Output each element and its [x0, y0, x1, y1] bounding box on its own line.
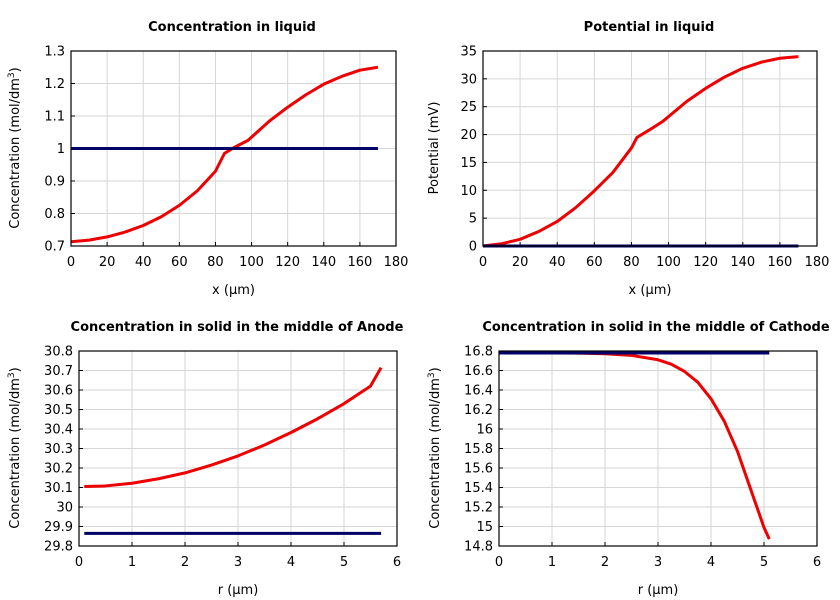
x-tick-label: 100 — [239, 255, 264, 270]
chart-title: Concentration in solid in the middle of … — [71, 320, 404, 335]
y-tick-label: 30 — [460, 72, 477, 87]
y-tick-label: 15.2 — [464, 501, 493, 516]
y-tick-label: 15 — [460, 156, 477, 171]
x-axis-label: x (µm) — [212, 283, 255, 298]
x-tick-label: 6 — [813, 555, 821, 570]
x-tick-label: 60 — [171, 255, 188, 270]
y-tick-label: 30.8 — [44, 345, 73, 360]
y-tick-label: 29.9 — [44, 520, 73, 535]
y-tick-label: 16.2 — [464, 403, 493, 418]
x-tick-label: 40 — [135, 255, 152, 270]
x-tick-label: 120 — [275, 255, 300, 270]
y-tick-label: 14.8 — [464, 540, 493, 555]
x-tick-label: 40 — [549, 255, 566, 270]
y-tick-label: 15.4 — [464, 481, 493, 496]
plot-frame — [70, 50, 397, 247]
y-axis-label: Potential (mV) — [427, 102, 442, 195]
y-tick-label: 16.6 — [464, 364, 493, 379]
y-tick-label: 0 — [469, 240, 477, 255]
y-tick-label: 30.6 — [44, 384, 73, 399]
chart-panel-4: 0 1 2 3 4 5 6 14.8 15 15.2 15.4 15.6 15.8 16 16.2 16.4 1… — [427, 320, 830, 598]
x-tick-label: 140 — [311, 255, 336, 270]
x-tick-label: 1 — [548, 555, 556, 570]
y-tick-label: 16.8 — [464, 345, 493, 360]
x-tick-label: 160 — [347, 255, 372, 270]
x-axis-label: x (µm) — [629, 283, 672, 298]
x-axis-label: r (µm) — [638, 583, 679, 598]
chart-title: Potential in liquid — [584, 20, 715, 35]
x-tick-label: 60 — [586, 255, 603, 270]
x-tick-label: 1 — [128, 555, 136, 570]
y-tick-label: 1.2 — [44, 77, 65, 92]
x-tick-label: 100 — [656, 255, 681, 270]
y-tick-label: 10 — [460, 184, 477, 199]
x-tick-label: 120 — [693, 255, 718, 270]
y-tick-label: 30.3 — [44, 442, 73, 457]
y-tick-label: 5 — [469, 212, 477, 227]
y-tick-label: 30 — [56, 501, 73, 516]
y-axis-label: Concentration (mol/dm3) — [7, 67, 23, 229]
series-line-1 — [70, 65, 379, 244]
y-tick-label: 16.4 — [464, 384, 493, 399]
x-tick-label: 2 — [601, 555, 609, 570]
x-tick-label: 0 — [495, 555, 503, 570]
x-axis-label: r (µm) — [218, 583, 259, 598]
chart-panel-1: 0 20 40 60 80 100 120 140 160 180 0.7 0.8 0.9 1 1.1 1.2… — [7, 20, 408, 298]
y-tick-label: 30.1 — [44, 481, 73, 496]
y-tick-label: 30.4 — [44, 423, 73, 438]
x-tick-label: 3 — [234, 555, 242, 570]
x-tick-label: 5 — [760, 555, 768, 570]
x-tick-label: 6 — [393, 555, 401, 570]
series-line-1 — [482, 55, 799, 248]
series-line-1 — [499, 351, 771, 540]
y-axis-label: Concentration (mol/dm3) — [427, 367, 443, 529]
x-tick-label: 80 — [207, 255, 224, 270]
y-tick-label: 0.7 — [44, 240, 65, 255]
y-tick-label: 30.7 — [44, 364, 73, 379]
plot-frame — [498, 350, 818, 547]
y-tick-label: 30.2 — [44, 462, 73, 477]
plot-frame — [482, 50, 818, 247]
chart-title: Concentration in liquid — [148, 20, 316, 35]
x-tick-label: 0 — [75, 555, 83, 570]
y-axis-label: Concentration (mol/dm3) — [7, 367, 23, 529]
x-tick-label: 80 — [623, 255, 640, 270]
chart-title: Concentration in solid in the middle of … — [482, 320, 830, 335]
chart-panel-2: 0 20 40 60 80 100 120 140 160 180 0 5 10 15 20 25 30 35 Po… — [427, 20, 829, 298]
x-tick-label: 180 — [805, 255, 830, 270]
y-tick-label: 15.6 — [464, 462, 493, 477]
y-tick-label: 30.5 — [44, 403, 73, 418]
x-tick-label: 160 — [767, 255, 792, 270]
chart-panel-3: 0 1 2 3 4 5 6 29.8 29.9 30 30.1 30.2 30.3 30.4 30.5 30.… — [7, 320, 404, 598]
y-tick-label: 1.3 — [44, 45, 65, 60]
y-tick-label: 15 — [476, 520, 493, 535]
x-tick-label: 0 — [479, 255, 487, 270]
y-tick-label: 0.8 — [44, 207, 65, 222]
x-tick-label: 140 — [730, 255, 755, 270]
y-tick-label: 0.9 — [44, 175, 65, 190]
x-tick-label: 20 — [99, 255, 116, 270]
y-tick-label: 20 — [460, 128, 477, 143]
y-tick-label: 35 — [460, 45, 477, 60]
x-tick-label: 4 — [287, 555, 295, 570]
x-tick-label: 180 — [384, 255, 409, 270]
y-tick-label: 1 — [57, 142, 65, 157]
x-tick-label: 3 — [654, 555, 662, 570]
plot-frame — [78, 350, 398, 547]
y-tick-label: 15.8 — [464, 442, 493, 457]
x-tick-label: 2 — [181, 555, 189, 570]
x-tick-label: 4 — [707, 555, 715, 570]
x-tick-label: 20 — [512, 255, 529, 270]
y-tick-label: 1.1 — [44, 110, 65, 125]
y-tick-label: 25 — [460, 100, 477, 115]
y-tick-label: 29.8 — [44, 540, 73, 555]
y-tick-label: 16 — [476, 423, 493, 438]
x-tick-label: 0 — [67, 255, 75, 270]
x-tick-label: 5 — [340, 555, 348, 570]
series-line-1 — [84, 366, 383, 489]
